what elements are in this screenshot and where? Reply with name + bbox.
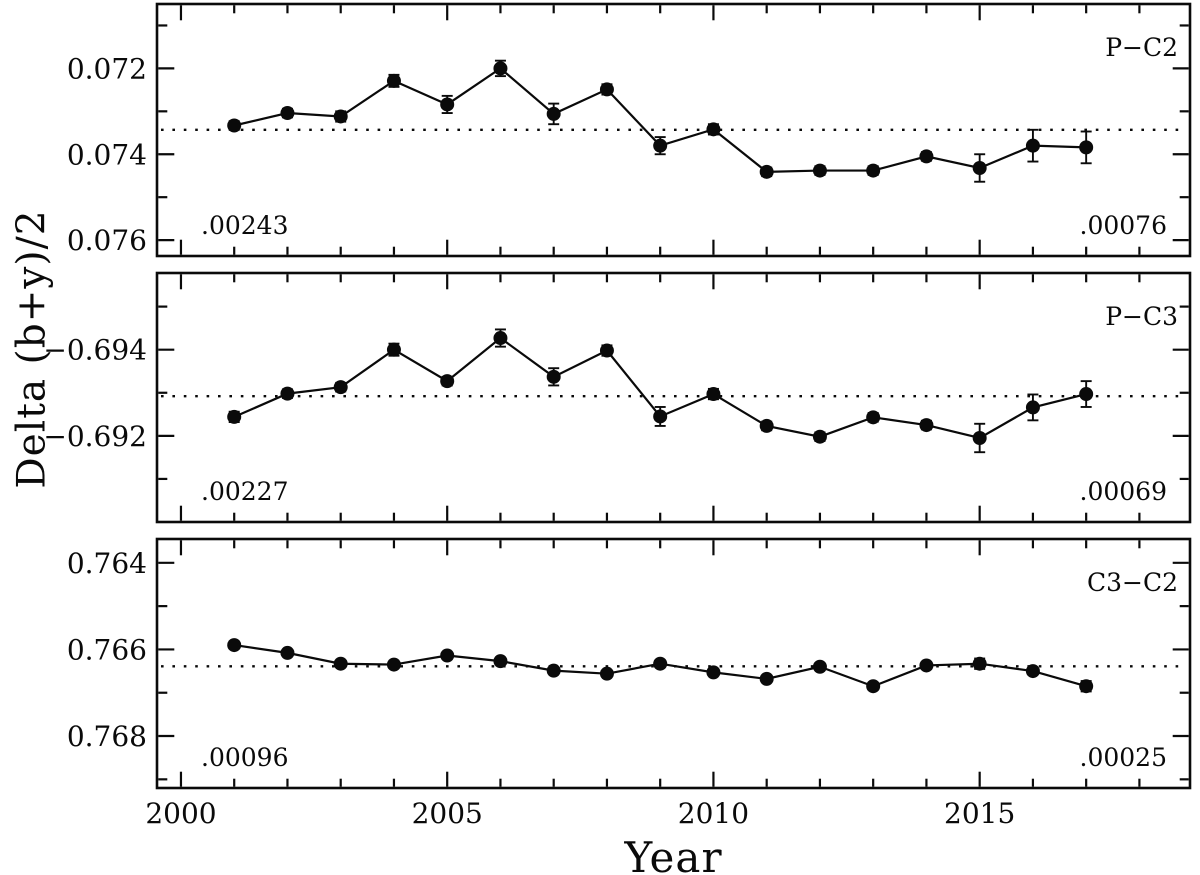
sigma-annotation-left: .00096 — [201, 743, 288, 772]
sigma-annotation-left: .00227 — [201, 477, 288, 506]
panel-2: −0.694 −0.692 P−C3 .00227 .00069 — [43, 271, 1192, 524]
y-tick-label: 0.074 — [67, 138, 147, 171]
data-point — [759, 164, 774, 179]
data-point — [812, 163, 827, 178]
panel-label: P−C3 — [1105, 302, 1178, 331]
y-tick-label: 0.076 — [67, 224, 147, 257]
data-point — [1079, 140, 1094, 155]
panel-3: 0.764 0.766 0.768 C3−C2 .00096 .00025 — [67, 537, 1192, 790]
data-point — [759, 671, 774, 686]
data-point — [812, 429, 827, 444]
data-point — [493, 61, 508, 76]
sigma-annotation-right: .00069 — [1080, 477, 1167, 506]
data-point — [386, 73, 401, 88]
data-point — [812, 659, 827, 674]
data-point — [1025, 138, 1040, 153]
data-point — [919, 658, 934, 673]
data-point — [386, 342, 401, 357]
x-axis-title: Year — [624, 833, 723, 875]
x-tick-label: 2005 — [412, 797, 483, 830]
panel-border — [155, 537, 1192, 790]
data-point — [706, 122, 721, 137]
data-point — [866, 163, 881, 178]
data-point — [333, 656, 348, 671]
data-point — [227, 409, 242, 424]
data-point — [227, 638, 242, 653]
y-tick-label: −0.694 — [43, 334, 147, 367]
y-axis-title: Delta (b+y)/2 — [9, 209, 55, 489]
data-point — [280, 106, 295, 121]
data-point — [653, 409, 668, 424]
x-tick-label: 2000 — [145, 797, 216, 830]
x-tick-label: 2010 — [678, 797, 749, 830]
x-tick-label: 2015 — [944, 797, 1015, 830]
data-point — [546, 663, 561, 678]
y-tick-label: 0.768 — [67, 720, 147, 753]
data-point — [333, 109, 348, 124]
data-point — [599, 343, 614, 358]
data-point — [333, 380, 348, 395]
data-point — [706, 665, 721, 680]
data-point — [1025, 664, 1040, 679]
data-point — [280, 386, 295, 401]
panel-label: C3−C2 — [1087, 568, 1178, 597]
data-point — [653, 656, 668, 671]
panel-1: 0.072 0.074 0.076 P−C2 .00243 .00076 — [67, 2, 1192, 258]
data-point — [386, 657, 401, 672]
data-point — [493, 654, 508, 669]
data-point — [1025, 400, 1040, 415]
data-point — [706, 387, 721, 402]
data-point — [866, 410, 881, 425]
data-point — [919, 149, 934, 164]
data-point — [1079, 387, 1094, 402]
data-point — [493, 331, 508, 346]
data-point — [227, 118, 242, 133]
series-line — [233, 67, 1087, 173]
y-tick-label: 0.766 — [67, 633, 147, 666]
sigma-annotation-left: .00243 — [201, 211, 288, 240]
data-point — [599, 666, 614, 681]
data-point — [599, 82, 614, 97]
data-point — [280, 645, 295, 660]
data-point — [1079, 679, 1094, 694]
data-point — [759, 418, 774, 433]
panel-border — [155, 271, 1192, 524]
data-point — [866, 679, 881, 694]
data-point — [440, 374, 455, 389]
data-point — [440, 97, 455, 112]
panel-label: P−C2 — [1105, 33, 1178, 62]
data-point — [972, 430, 987, 445]
x-axis-labels: 2000 2005 2010 2015 — [145, 797, 1015, 830]
data-point — [546, 106, 561, 121]
data-point — [972, 160, 987, 175]
data-point — [440, 648, 455, 663]
sigma-annotation-right: .00076 — [1080, 211, 1167, 240]
sigma-annotation-right: .00025 — [1080, 743, 1167, 772]
data-point — [653, 138, 668, 153]
panel-border — [155, 2, 1192, 258]
y-tick-label: 0.764 — [67, 547, 147, 580]
data-point — [546, 369, 561, 384]
data-point — [919, 418, 934, 433]
y-tick-label: −0.692 — [43, 420, 147, 453]
y-tick-label: 0.072 — [67, 52, 147, 85]
data-point — [972, 656, 987, 671]
